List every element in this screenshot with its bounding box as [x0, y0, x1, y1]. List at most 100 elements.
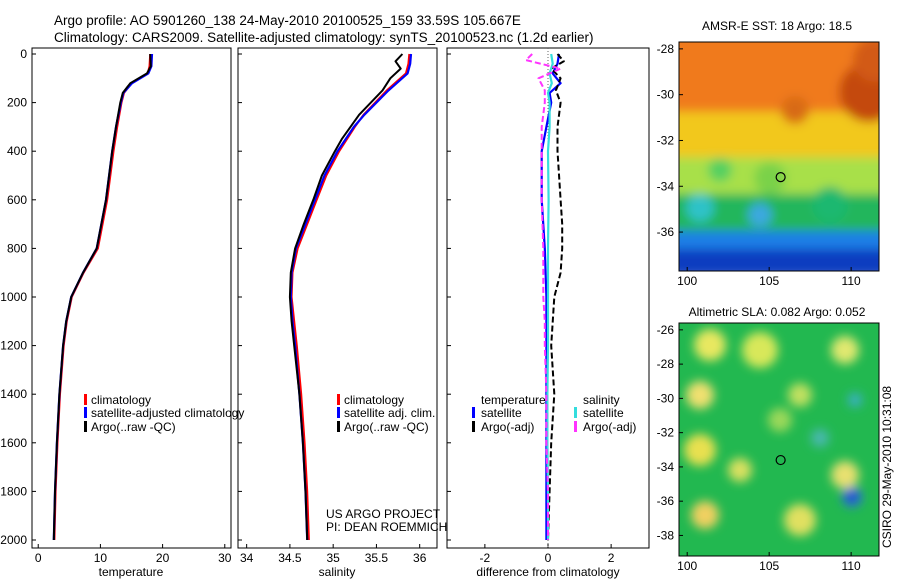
credit-line1: US ARGO PROJECT	[326, 507, 441, 521]
series-line-salinity-argo-adj-	[524, 53, 562, 540]
sla-blob	[742, 332, 778, 368]
difference-panel: -2 0 2 difference from climatology tempera…	[446, 47, 650, 579]
y-tick-label: 0	[20, 47, 27, 61]
sst-blob	[686, 194, 714, 222]
temperature-xlabel: temperature	[99, 565, 164, 579]
series-line-temperature-satellite	[540, 53, 562, 540]
sst-argo-location-marker	[775, 172, 786, 183]
temperature-ticks: 0 10 20 30 0 200 400 600 800 1000 1200 1400 1600 1800…	[0, 47, 231, 565]
figure-title-line1: Argo profile: AO 5901260_138 24-May-2010…	[54, 13, 521, 28]
legend-header-salinity: salinity	[583, 393, 620, 407]
legend-swatch-climatology	[84, 394, 87, 405]
sla-blob	[686, 381, 714, 409]
y-tick-label: -36	[657, 225, 675, 239]
y-tick-label: 200	[7, 96, 27, 110]
legend-label-satellite: satellite-adjusted climatology	[91, 406, 244, 420]
y-tick-label: -30	[657, 88, 675, 102]
series-line-climatology	[53, 53, 152, 541]
salinity-xlabel: salinity	[319, 565, 356, 579]
legend-swatch-sal-argo	[574, 421, 577, 432]
sla-blobs	[684, 329, 862, 536]
temperature-lines	[52, 53, 154, 541]
sst-blob	[754, 162, 786, 194]
sla-map-panel: Altimetric SLA: 0.082 Argo: 0.052 100 105…	[657, 305, 880, 573]
salinity-axes	[237, 47, 438, 549]
x-tick-label: 34	[240, 551, 254, 565]
difference-ticks: -2 0 2	[447, 48, 615, 565]
y-tick-label: 2000	[0, 533, 27, 547]
figure-title-line2: Climatology: CARS2009. Satellite-adjuste…	[54, 30, 594, 45]
sst-map-panel: AMSR-E SST: 18 Argo: 18.5 100 105 110 -28 -3…	[657, 19, 880, 288]
x-tick-label: 100	[677, 274, 697, 288]
credit-line2: PI: DEAN ROEMMICH	[326, 520, 447, 534]
legend-swatch-sal-satellite	[574, 407, 577, 418]
sla-field	[679, 323, 879, 556]
sst-band	[679, 248, 879, 271]
y-tick-label: 1400	[0, 387, 27, 401]
legend-label-sal-satellite: satellite	[583, 406, 624, 420]
temperature-axes	[31, 47, 232, 549]
legend-swatch-satellite	[84, 407, 87, 418]
legend-label-argo: Argo(..raw -QC)	[91, 420, 176, 434]
legend-label-climatology: climatology	[91, 393, 151, 407]
y-tick-label: -28	[657, 42, 675, 56]
x-tick-label: 110	[842, 274, 861, 288]
x-tick-label: 0	[545, 551, 552, 565]
y-tick-label: -34	[657, 460, 675, 474]
y-tick-label: 1000	[0, 290, 27, 304]
series-line-argo-raw-qc-	[52, 53, 152, 541]
y-tick-label: 1800	[0, 484, 27, 498]
x-tick-label: -2	[480, 551, 491, 565]
sla-blob	[848, 393, 862, 407]
sla-blob	[691, 501, 719, 529]
series-line-climatology	[290, 53, 411, 541]
sla-map-title: Altimetric SLA: 0.082 Argo: 0.052	[689, 305, 866, 319]
y-tick-label: -38	[657, 528, 675, 542]
y-tick-label: -36	[657, 494, 675, 508]
sst-blob	[708, 158, 732, 182]
y-tick-label: -28	[657, 357, 675, 371]
y-tick-label: -30	[657, 391, 675, 405]
x-tick-label: 100	[677, 559, 697, 573]
y-tick-label: 800	[7, 241, 27, 255]
legend-swatch-climatology	[337, 394, 340, 405]
legend-swatch-argo	[337, 421, 340, 432]
x-tick-label: 20	[156, 551, 170, 565]
sst-ticks: 100 105 110 -28 -30 -32 -34 -36	[657, 42, 861, 288]
sst-blob	[781, 96, 809, 124]
difference-legend: temperature salinity satellite Argo(-adj…	[472, 393, 636, 434]
x-tick-label: 110	[842, 559, 861, 573]
sla-blob	[694, 329, 726, 361]
x-tick-label: 105	[759, 274, 779, 288]
sla-map-frame	[678, 322, 880, 557]
y-tick-label: -32	[657, 426, 675, 440]
y-tick-label: 1200	[0, 339, 27, 353]
salinity-legend: climatology satellite adj. clim. Argo(..…	[337, 393, 435, 434]
salinity-lines	[288, 53, 413, 541]
sst-map-title: AMSR-E SST: 18 Argo: 18.5	[702, 19, 852, 33]
series-line-argo-raw-qc-	[288, 53, 404, 541]
y-tick-label: 600	[7, 193, 27, 207]
sla-blob	[788, 383, 812, 407]
csiro-timestamp: CSIRO 29-May-2010 10:31:08	[880, 385, 894, 548]
y-tick-label: -32	[657, 133, 675, 147]
x-tick-label: 30	[218, 551, 232, 565]
y-tick-label: -34	[657, 179, 675, 193]
x-tick-label: 0	[35, 551, 42, 565]
sla-blob	[768, 408, 792, 432]
x-tick-label: 35	[326, 551, 340, 565]
temperature-panel: 0 10 20 30 0 200 400 600 800 1000 1200 1400 1600 1800…	[0, 47, 244, 579]
legend-swatch-temp-argo	[472, 421, 475, 432]
sst-color-bands	[679, 42, 879, 271]
legend-swatch-argo	[84, 421, 87, 432]
sla-blob	[831, 461, 859, 489]
legend-swatch-temp-satellite	[472, 407, 475, 418]
sst-blob	[812, 187, 848, 223]
x-tick-label: 105	[759, 559, 779, 573]
x-tick-label: 36	[413, 551, 427, 565]
y-tick-label: 1600	[0, 436, 27, 450]
sla-blob	[784, 504, 816, 536]
sst-blob	[748, 203, 772, 227]
sla-blob	[811, 429, 829, 447]
